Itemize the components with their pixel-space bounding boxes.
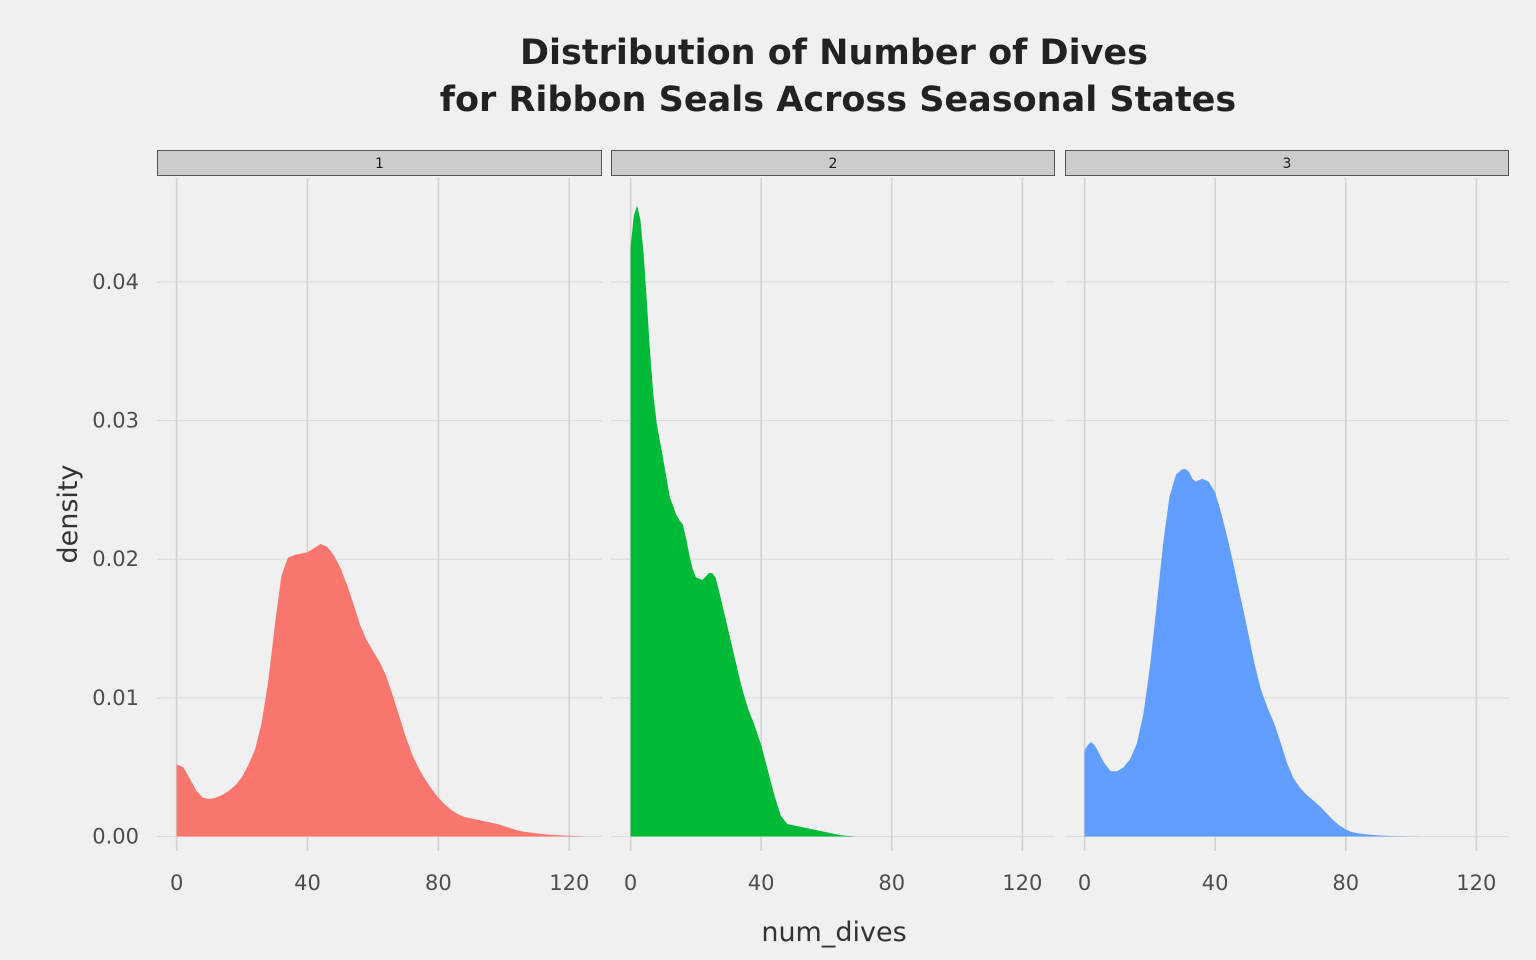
chart-title-line-2: for Ribbon Seals Across Seasonal States: [440, 80, 1237, 120]
density-area-1: [176, 543, 586, 837]
facet-strip-label-3: 3: [1283, 156, 1292, 172]
x-tick-label: 40: [1202, 871, 1229, 895]
x-tick-label: 120: [1002, 871, 1042, 895]
y-tick-label: 0.02: [92, 547, 139, 571]
chart-title-line-1: Distribution of Number of Dives: [520, 33, 1148, 73]
facet-strip-label-1: 1: [375, 156, 384, 172]
x-tick-label: 80: [878, 871, 905, 895]
facet-strip-3: [1065, 150, 1509, 176]
y-tick-label: 0.04: [92, 270, 139, 294]
x-tick-label: 0: [624, 871, 637, 895]
y-tick-label: 0.00: [92, 824, 139, 848]
x-tick-label: 40: [294, 871, 321, 895]
x-tick-label: 120: [1456, 871, 1496, 895]
facet-panel-2: 2 0 40 80 120: [611, 150, 1055, 895]
x-tick-label: 120: [549, 871, 589, 895]
x-tick-label: 40: [748, 871, 775, 895]
y-axis-title: density: [53, 464, 84, 563]
x-axis-title: num_dives: [761, 917, 906, 948]
x-tick-label: 0: [1078, 871, 1091, 895]
x-tick-label: 0: [170, 871, 183, 895]
density-area-2: [630, 205, 856, 837]
x-tick-label: 80: [1332, 871, 1359, 895]
y-axis: 0.00 0.01 0.02 0.03 0.04: [92, 270, 139, 848]
facet-strip-1: [157, 150, 602, 176]
y-tick-label: 0.03: [92, 409, 139, 433]
density-area-3: [1084, 469, 1421, 837]
facet-panel-3: 3 0 40 80 120: [1065, 150, 1509, 895]
facet-panel-1: 1 0 40 80 120: [157, 150, 602, 895]
facet-strip-label-2: 2: [829, 156, 838, 172]
facets-layer: 1 0 40 80 120 2 0 40 80 120 3 0 40 80 120: [157, 150, 1509, 895]
facet-strip-2: [611, 150, 1055, 176]
x-tick-label: 80: [425, 871, 452, 895]
y-tick-label: 0.01: [92, 686, 139, 710]
